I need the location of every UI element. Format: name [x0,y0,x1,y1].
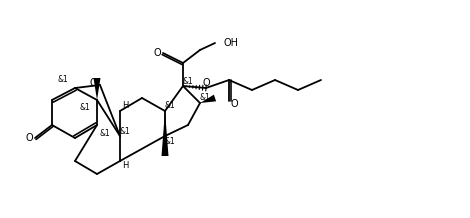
Text: &1: &1 [200,94,211,102]
Text: O: O [25,133,33,143]
Text: &1: &1 [100,128,110,138]
Text: H: H [122,162,128,170]
Text: O: O [153,48,161,58]
Polygon shape [200,95,216,103]
Text: &1: &1 [79,104,90,112]
Text: &1: &1 [58,75,68,85]
Text: O: O [89,78,97,88]
Text: O: O [230,99,238,109]
Text: &1: &1 [183,77,193,85]
Polygon shape [94,78,101,100]
Text: H: H [122,102,128,111]
Text: &1: &1 [164,136,175,145]
Polygon shape [162,111,169,156]
Text: OH: OH [223,38,238,48]
Text: &1: &1 [164,102,175,111]
Text: &1: &1 [120,126,130,136]
Text: O: O [202,78,210,88]
